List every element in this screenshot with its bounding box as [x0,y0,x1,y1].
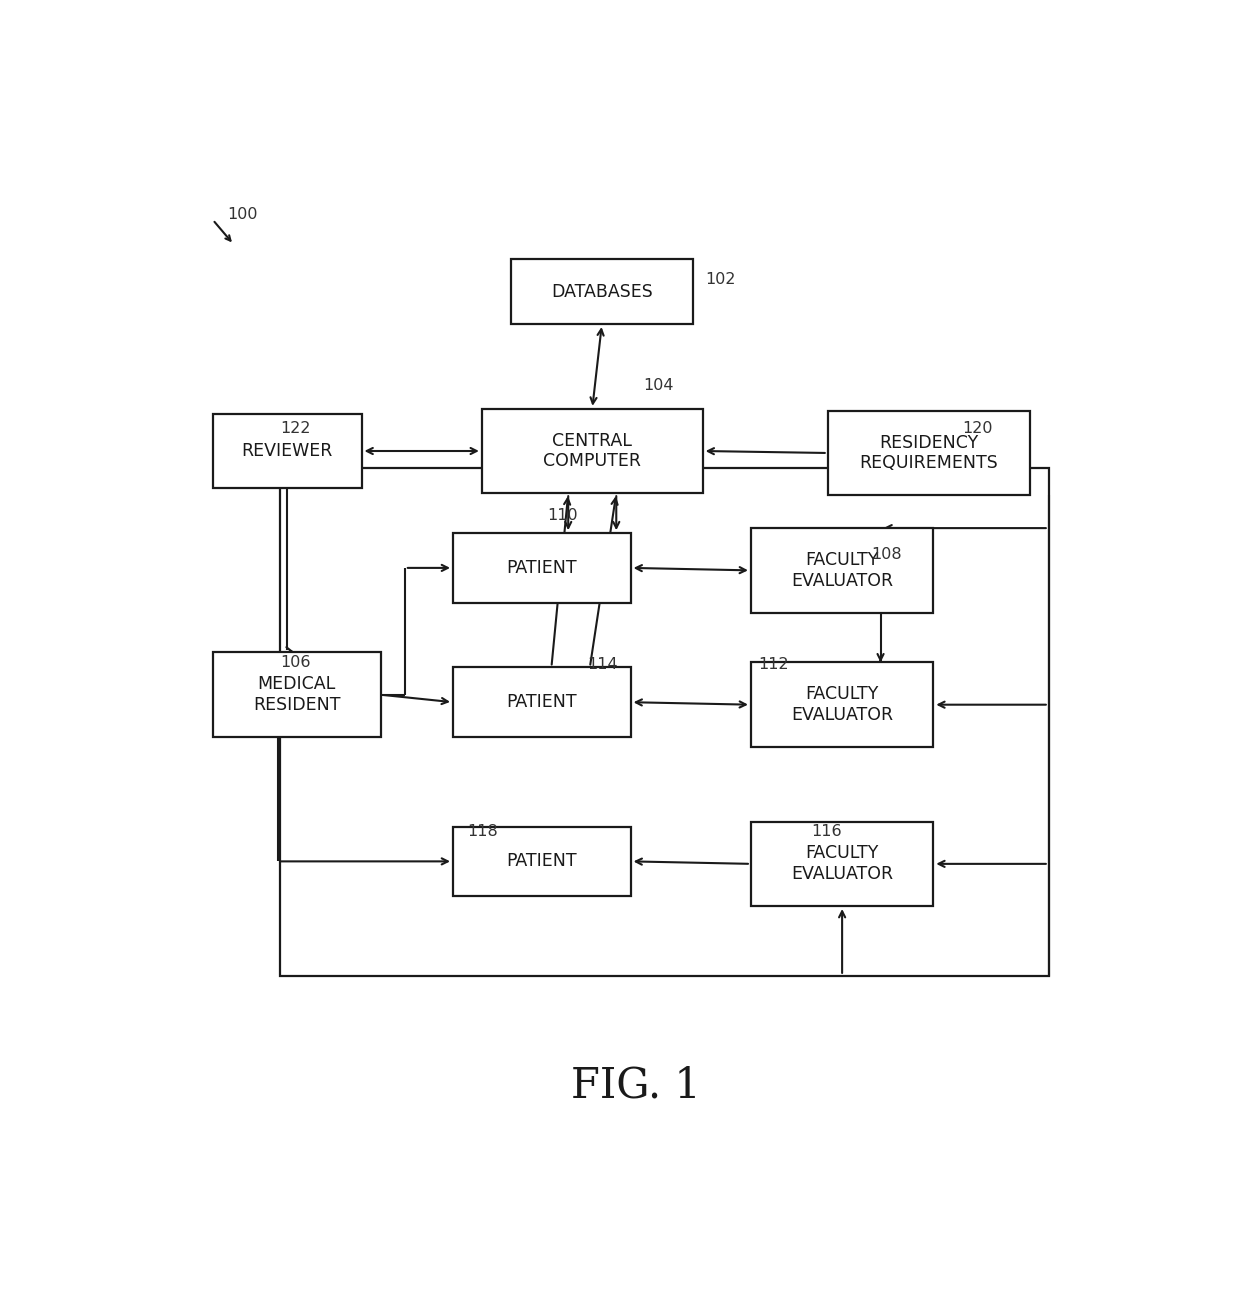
Bar [751,822,934,906]
Text: 114: 114 [588,656,618,672]
Text: 106: 106 [280,655,310,671]
Text: 118: 118 [467,824,498,839]
Text: REVIEWER: REVIEWER [242,442,332,460]
Text: FACULTY
EVALUATOR: FACULTY EVALUATOR [791,845,893,884]
Bar [481,408,703,494]
Text: 102: 102 [706,271,737,287]
Text: 104: 104 [644,379,673,393]
Text: FACULTY
EVALUATOR: FACULTY EVALUATOR [791,685,893,724]
Bar [751,528,934,612]
Bar [213,413,362,488]
Text: 100: 100 [227,207,258,222]
Text: 110: 110 [547,508,578,523]
Text: 122: 122 [280,421,310,437]
Text: MEDICAL
RESIDENT: MEDICAL RESIDENT [253,676,341,714]
Text: 112: 112 [759,656,789,672]
Bar [213,652,381,736]
Text: RESIDENCY
REQUIREMENTS: RESIDENCY REQUIREMENTS [859,434,998,473]
Text: PATIENT: PATIENT [506,853,577,871]
Text: FACULTY
EVALUATOR: FACULTY EVALUATOR [791,550,893,589]
Text: 116: 116 [811,824,842,839]
Text: CENTRAL
COMPUTER: CENTRAL COMPUTER [543,432,641,470]
Text: DATABASES: DATABASES [551,283,652,301]
Bar [828,411,1029,495]
Bar [453,534,631,602]
Text: FIG. 1: FIG. 1 [570,1065,701,1106]
Bar [453,827,631,897]
Bar [280,469,1049,975]
Bar [511,260,693,324]
Text: PATIENT: PATIENT [506,694,577,711]
Text: 108: 108 [870,548,901,562]
Text: PATIENT: PATIENT [506,559,577,578]
Bar [453,668,631,736]
Text: 120: 120 [962,421,993,437]
Bar [751,663,934,747]
